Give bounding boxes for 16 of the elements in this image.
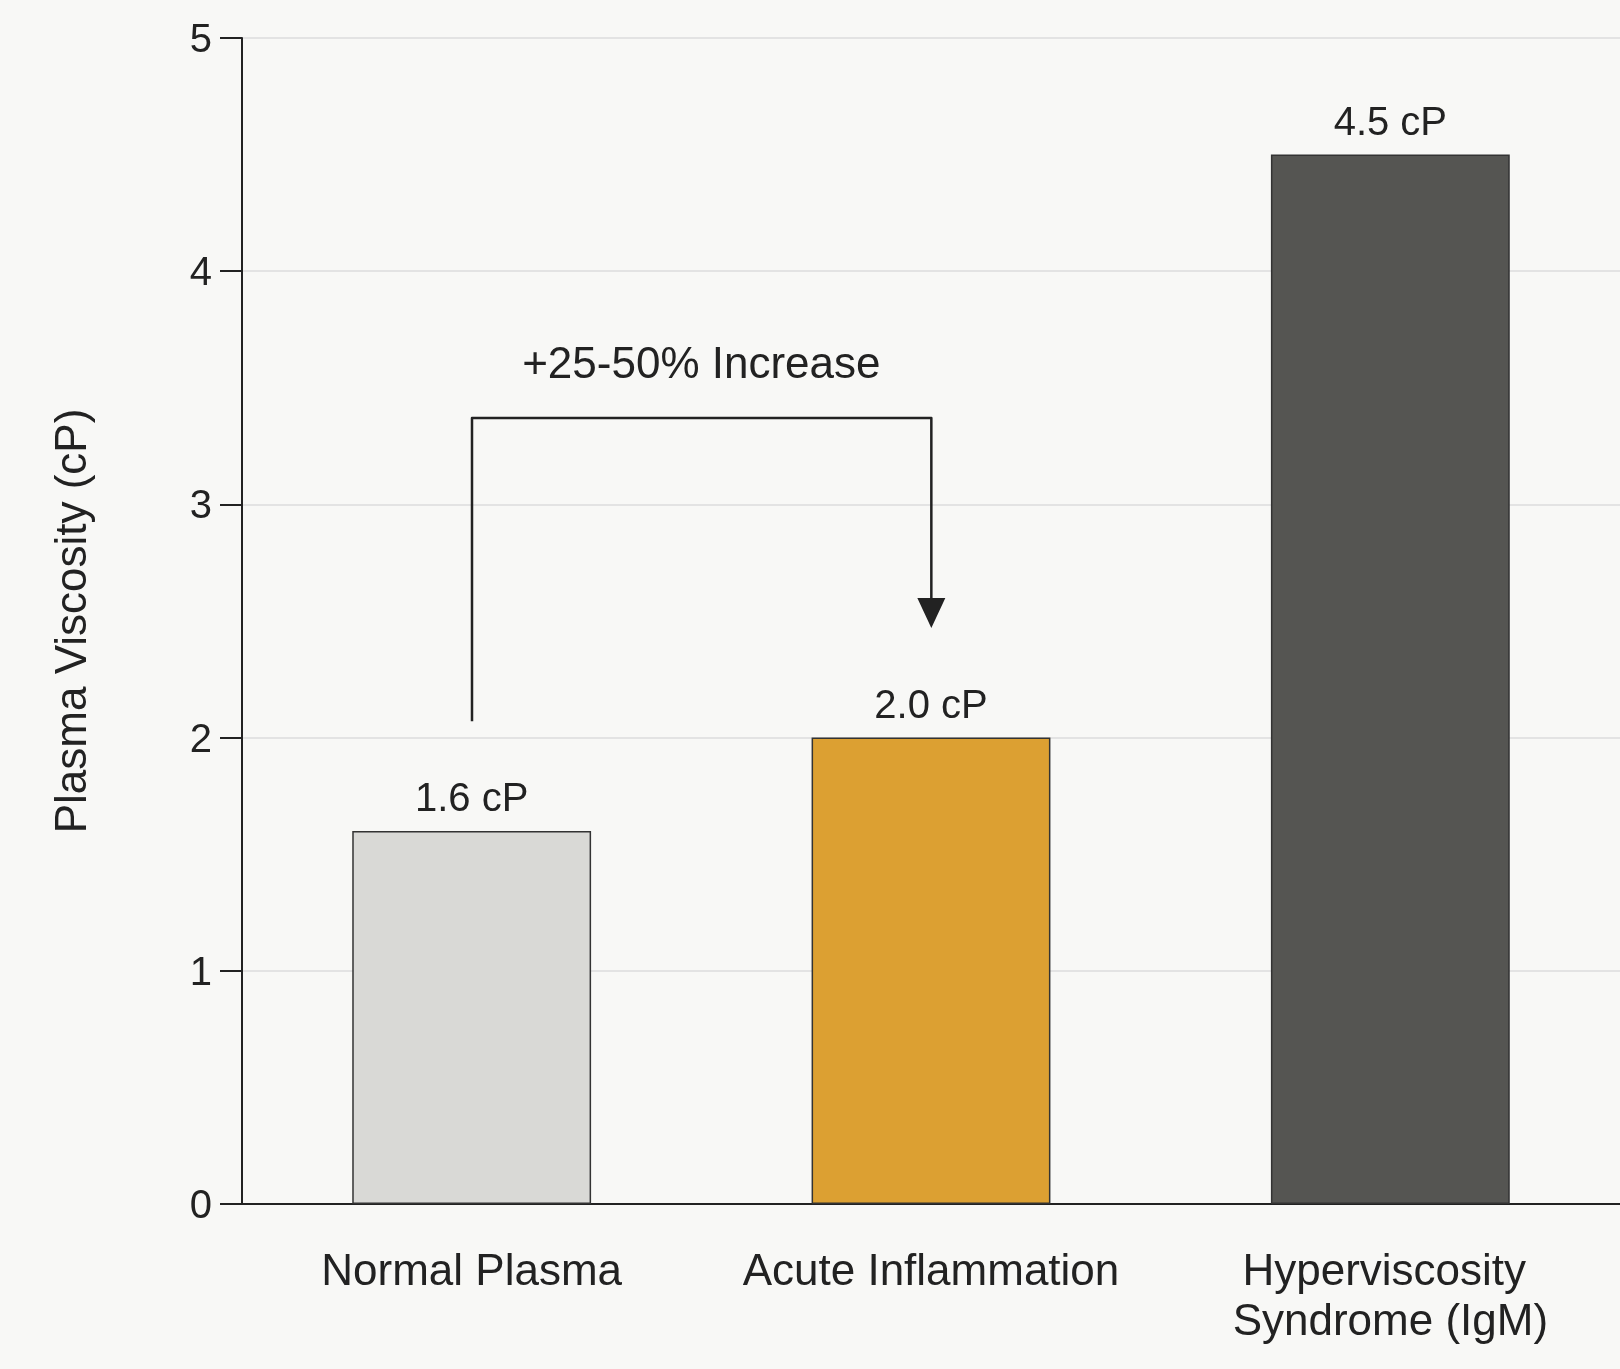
x-tick-label: Normal Plasma: [321, 1244, 623, 1294]
bar: [1270, 154, 1510, 1204]
y-axis-title: Plasma Viscosity (cP): [45, 408, 95, 834]
y-tick-label: 1: [189, 948, 212, 993]
x-tick-label: Hyperviscosity Syndrome (IgM): [1232, 1244, 1549, 1344]
y-tick-label: 2: [189, 715, 212, 760]
y-tick-label: 0: [189, 1182, 212, 1226]
bar: [811, 737, 1051, 1204]
data-label: 1.6 cP: [414, 774, 529, 819]
annotation: +25-50% Increase: [521, 337, 882, 388]
data-label: 4.5 cP: [1333, 98, 1448, 143]
data-label: 2.0 cP: [874, 681, 988, 726]
y-tick-label: 5: [189, 16, 212, 60]
y-tick-label: 4: [189, 249, 212, 294]
y-tick-label: 3: [189, 482, 212, 527]
x-tick-label: Acute Inflammation: [742, 1244, 1120, 1294]
